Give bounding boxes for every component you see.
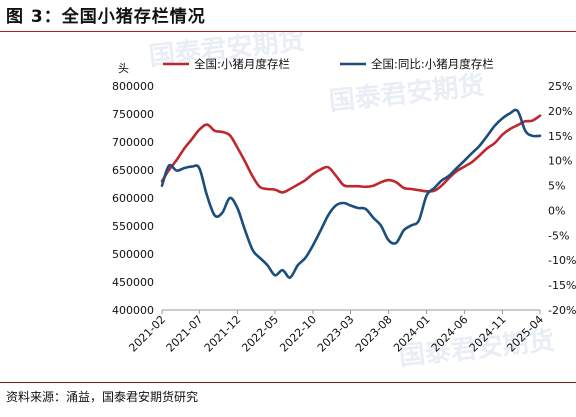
x-tick-label: 2021-07 <box>164 313 206 355</box>
y-left-tick-label: 450000 <box>112 276 154 289</box>
y-right-tick-label: 5% <box>548 180 565 193</box>
series-line-stock <box>160 114 542 194</box>
legend-label: 全国:小猪月度存栏 <box>194 57 290 71</box>
x-tick-label: 2021-02 <box>126 313 168 355</box>
y-right-tick-label: 0% <box>548 204 565 217</box>
y-left-tick-label: 800000 <box>112 80 154 93</box>
line-chart: 国泰君安期货 国泰君安期货 国泰君安期货 全国:小猪月度存栏 全国:同比:小猪月度… <box>112 32 576 372</box>
y-right-tick-label: 20% <box>548 105 572 118</box>
left-axis-unit: 头 <box>118 62 129 75</box>
x-tick-label: 2021-12 <box>202 313 244 355</box>
y-left-tick-label: 700000 <box>112 136 154 149</box>
svg-text:国泰君安期货: 国泰君安期货 <box>327 70 485 117</box>
y-left-tick-label: 600000 <box>112 192 154 205</box>
source-note: 资料来源：涌益，国泰君安期货研究 <box>6 390 199 404</box>
legend: 全国:小猪月度存栏 全国:同比:小猪月度存栏 <box>163 57 494 71</box>
series-line-yoy <box>160 108 542 279</box>
x-tick-label: 2023-08 <box>353 313 395 355</box>
y-right-tick-label: -20% <box>548 304 576 317</box>
y-right-tick-label: 25% <box>548 80 572 93</box>
series-lines <box>160 108 542 279</box>
x-tick-label: 2023-03 <box>315 313 357 355</box>
x-tick-label: 2022-10 <box>277 313 319 355</box>
title-divider <box>0 31 576 32</box>
y-left-tick-label: 650000 <box>112 164 154 177</box>
y-right-tick-label: 10% <box>548 155 572 168</box>
y-right-tick-label: -10% <box>548 254 576 267</box>
footer-divider <box>0 382 576 383</box>
x-tick-label: 2022-05 <box>239 313 281 355</box>
y-left-tick-label: 400000 <box>112 304 154 317</box>
y-left-tick-label: 550000 <box>112 220 154 233</box>
y-left-tick-label: 750000 <box>112 108 154 121</box>
y-right-tick-label: 15% <box>548 130 572 143</box>
chart-title: 图 3：全国小猪存栏情况 <box>6 7 206 27</box>
y-right-tick-label: -15% <box>548 279 576 292</box>
legend-label: 全国:同比:小猪月度存栏 <box>371 57 494 71</box>
y-left-tick-label: 500000 <box>112 248 154 261</box>
y-right-tick-label: -5% <box>548 229 569 242</box>
